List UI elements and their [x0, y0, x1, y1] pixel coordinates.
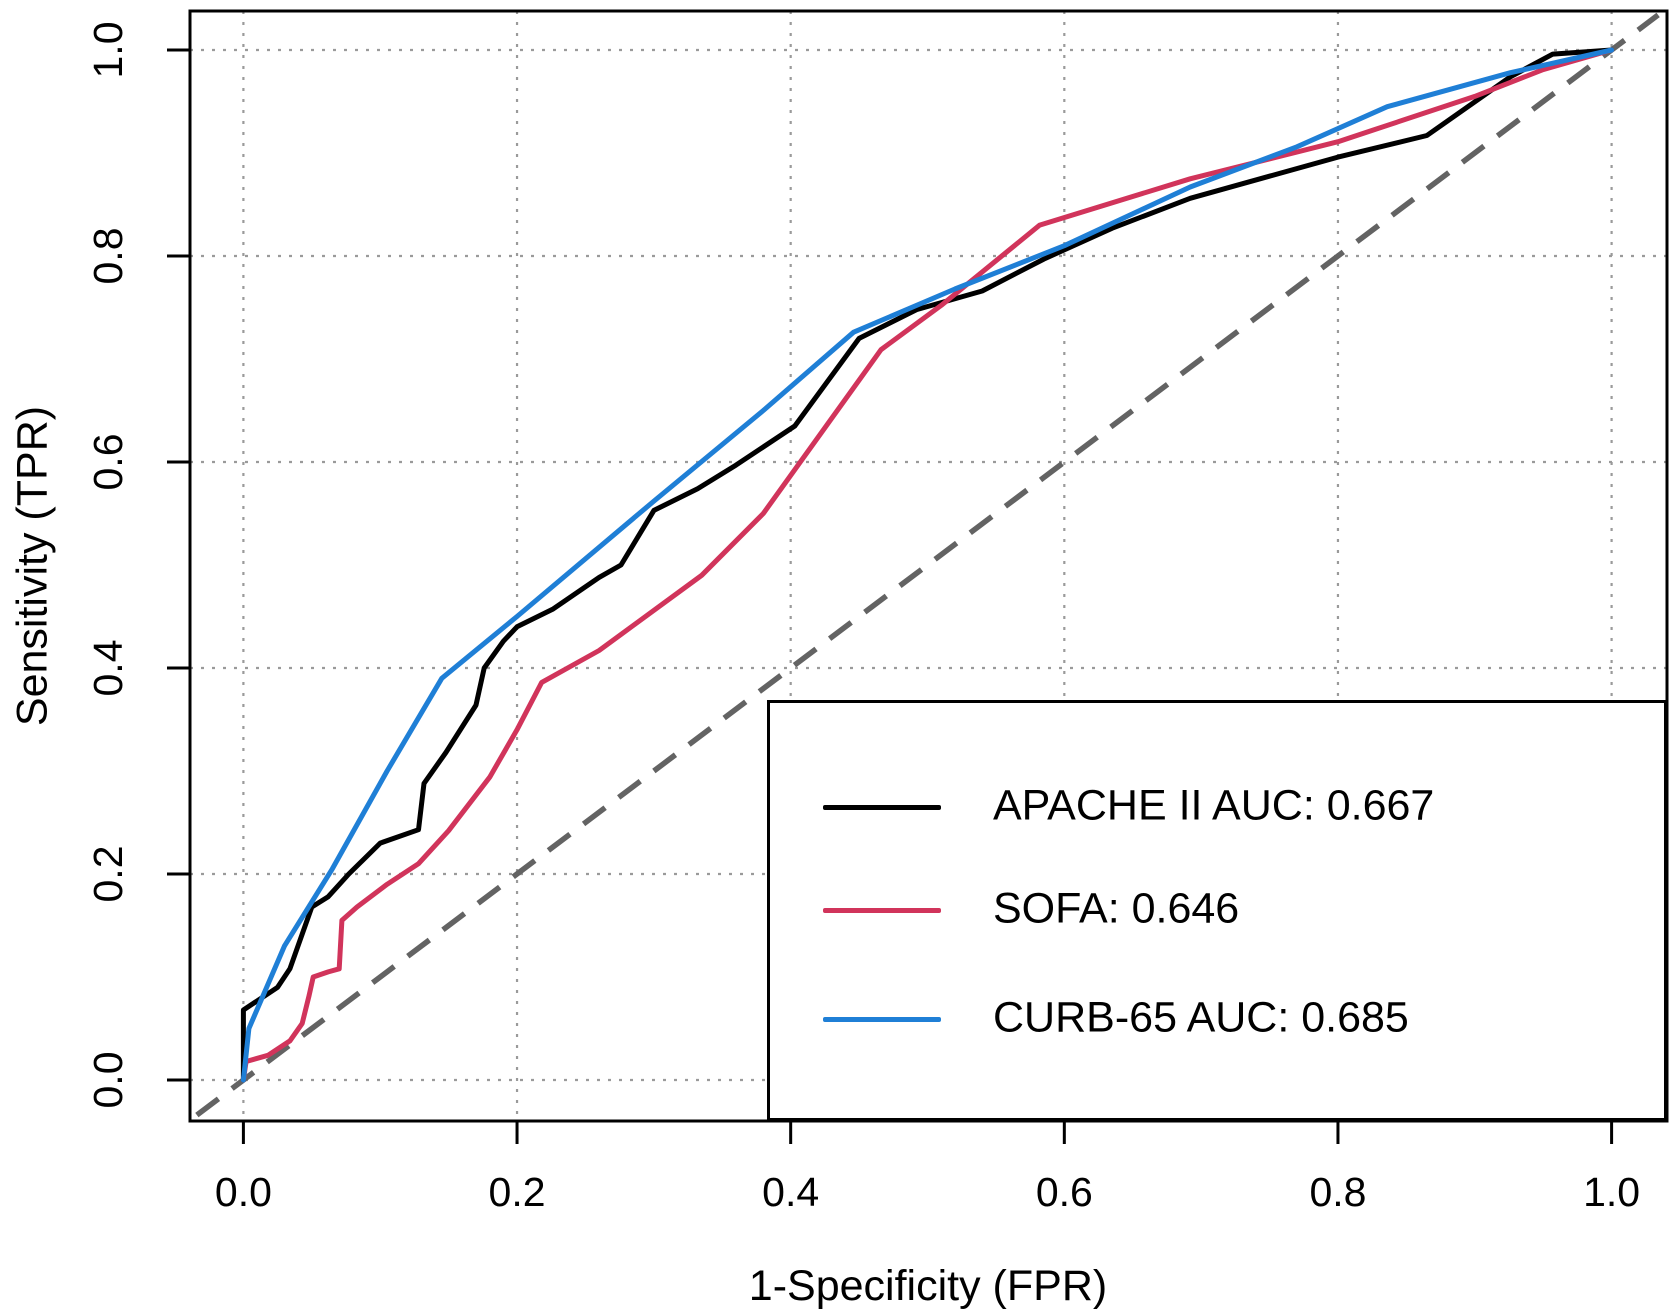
y-tick-label: 1.0 — [85, 22, 131, 79]
roc-curve-2 — [240, 47, 1615, 1083]
roc-curve-1 — [240, 47, 1615, 1083]
sofa-line-swatch — [823, 908, 941, 913]
legend-label-curb65: CURB-65 AUC: 0.685 — [993, 993, 1409, 1042]
legend-box: APACHE II AUC: 0.667 SOFA: 0.646 CURB-65… — [767, 700, 1667, 1121]
x-tick-label: 0.2 — [489, 1169, 546, 1215]
y-axis-title: Sensitivity (TPR) — [8, 405, 57, 727]
y-tick-label: 0.0 — [85, 1052, 131, 1109]
x-tick-label: 1.0 — [1583, 1169, 1640, 1215]
x-axis-title: 1-Specificity (FPR) — [748, 1262, 1108, 1310]
roc-curve-0 — [240, 47, 1615, 1083]
y-tick-label: 0.2 — [85, 846, 131, 903]
legend-label-apache: APACHE II AUC: 0.667 — [993, 781, 1435, 830]
y-tick-label: 0.4 — [85, 640, 131, 697]
plot-box — [188, 9, 1669, 1123]
legend-label-sofa: SOFA: 0.646 — [993, 884, 1240, 933]
y-tick-label: 0.6 — [85, 434, 131, 491]
curb65-line-swatch — [823, 1017, 941, 1022]
x-tick-label: 0.0 — [215, 1169, 272, 1215]
x-tick-label: 0.6 — [1036, 1169, 1093, 1215]
apache-line-swatch — [823, 805, 941, 810]
y-tick-label: 0.8 — [85, 228, 131, 285]
x-tick-label: 0.4 — [762, 1169, 819, 1215]
x-tick-label: 0.8 — [1309, 1169, 1366, 1215]
